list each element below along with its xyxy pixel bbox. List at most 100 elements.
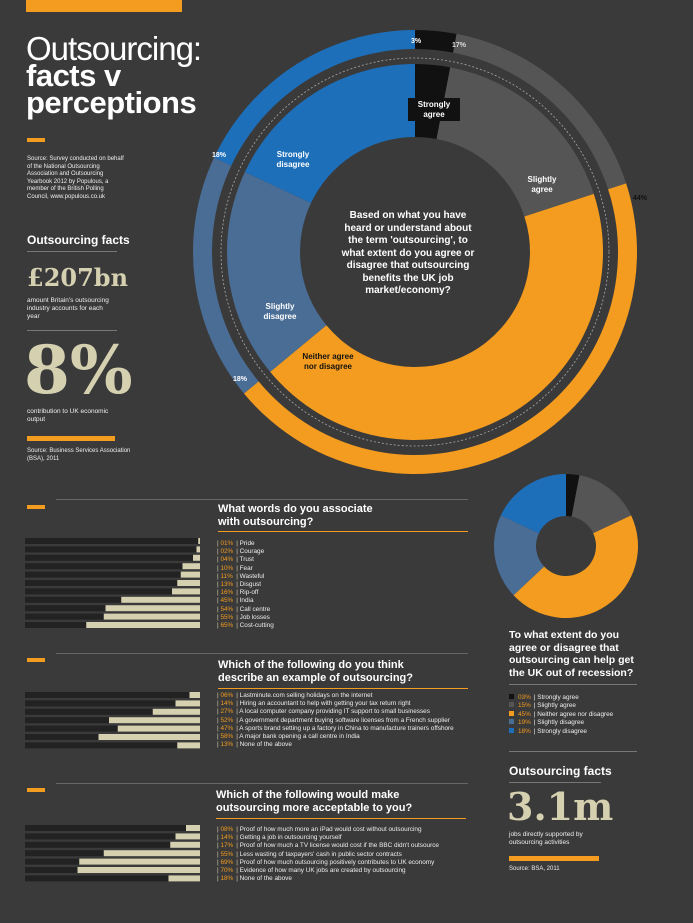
- legend-sep: |: [234, 700, 240, 708]
- legend-row: | 14% | Getting a job in outsourcing you…: [217, 834, 342, 842]
- inner-dashed-ring: [220, 57, 610, 447]
- legend-pct: 13%: [220, 741, 234, 749]
- legend-sep: |: [234, 867, 240, 874]
- legend-pct: 10%: [220, 564, 234, 572]
- legend-sep: |: [234, 708, 240, 716]
- page-title-line1: Outsourcing:: [26, 30, 202, 67]
- legend-sep: |: [234, 834, 240, 842]
- bar-track: [25, 554, 200, 561]
- legend-row: | 70% | Evidence of how many UK jobs are…: [217, 867, 406, 874]
- legend-row: | 06% | Lastminute.com selling holidays …: [217, 692, 373, 699]
- legend-label: Courage: [239, 548, 265, 556]
- stat-207bn-desc: amount Britain's outsourcing industry ac…: [27, 297, 109, 320]
- bar-track: [25, 725, 200, 732]
- legend-label: Trust: [239, 556, 254, 564]
- legend-pct: 70%: [220, 867, 234, 874]
- recession-donut-chart: [494, 474, 638, 618]
- legend-pct: 14%: [220, 700, 234, 708]
- legend-swatch: [509, 719, 514, 725]
- recession-slice-neither: [513, 515, 638, 618]
- bar-a-sports-brand-setting-up-a-fa: [117, 725, 200, 732]
- legend-pct: 19%: [518, 719, 531, 727]
- outer-pct-18-lower: 18%: [233, 376, 248, 383]
- legend-row: | 45% | India: [217, 597, 254, 605]
- legend-label: Lastminute.com selling holidays on the i…: [239, 692, 373, 699]
- divider: [27, 251, 117, 252]
- recession-slice-slightly-disagree: [494, 515, 545, 596]
- legend-pct: 55%: [220, 613, 234, 621]
- legend-sep: |: [234, 556, 240, 564]
- question-example-title: Which of the following do you think desc…: [218, 659, 413, 684]
- legend-sep: |: [234, 572, 240, 580]
- legend-label: A sports brand setting up a factory in C…: [239, 724, 454, 732]
- legend-pct: 45%: [518, 710, 531, 718]
- legend-pct: 52%: [220, 716, 234, 724]
- legend-label: Rip-off: [239, 589, 259, 597]
- legend-sep: |: [234, 564, 240, 572]
- legend-sep: |: [234, 589, 240, 597]
- recession-slice-strongly-agree: [566, 474, 580, 517]
- bar-india: [121, 596, 200, 603]
- legend-label: A government department buying software …: [239, 716, 450, 724]
- bar-proof-of-how-much-outsourcing-: [79, 858, 200, 865]
- divider: [509, 782, 601, 783]
- legend-pct: 14%: [220, 834, 234, 842]
- bar-track: [25, 708, 200, 715]
- legend-label: Proof of how much outsourcing positively…: [239, 858, 435, 866]
- label-slightly-agree: Slightly agree: [527, 175, 557, 194]
- bar-proof-of-how-much-more-an-ipad: [186, 825, 200, 831]
- acceptable-bar-chart: [25, 825, 200, 882]
- legend-row: | 14% | Hiring an accountant to help wit…: [217, 700, 411, 708]
- divider: [509, 684, 637, 685]
- legend-pct: 27%: [220, 708, 234, 716]
- recession-legend-row: 18% | Strongly disagree: [509, 727, 587, 736]
- legend-label: Pride: [239, 540, 255, 547]
- legend-pct: 54%: [220, 605, 234, 613]
- legend-pct: 13%: [220, 581, 234, 588]
- legend-row: | 17% | Proof of how much a TV license w…: [217, 842, 439, 850]
- legend-swatch: [509, 702, 514, 708]
- bar-pride: [198, 538, 200, 544]
- legend-row: | 69% | Proof of how much outsourcing po…: [217, 858, 435, 866]
- accent-dash: [27, 658, 45, 662]
- bar-a-local-computer-company-provi: [152, 708, 200, 715]
- label-neither: Neither agree nor disagree: [302, 352, 354, 371]
- outer-pct-18-blue: 18%: [212, 152, 227, 159]
- bar-getting-a-job-in-outsourcing-y: [175, 833, 200, 840]
- bar-track: [25, 596, 200, 603]
- accent-dash: [27, 138, 45, 142]
- bar-none-of-the-above: [168, 875, 200, 882]
- legend-row: | 01% | Pride: [217, 540, 255, 547]
- legend-label: Proof of how much a TV license would cos…: [239, 842, 439, 850]
- bar-track: [25, 571, 200, 578]
- legend-pct: 16%: [220, 589, 234, 597]
- recession-legend-row: 45% | Neither agree nor disagree: [509, 710, 613, 719]
- legend-label: | Slightly disagree: [532, 719, 585, 727]
- divider: [56, 499, 468, 500]
- legend-pct: 45%: [220, 597, 234, 605]
- bar-a-government-department-buying: [109, 717, 200, 724]
- source-bsa: Source: Business Services Association (B…: [27, 448, 131, 462]
- divider: [27, 330, 117, 331]
- legend-label: Getting a job in outsourcing yourself: [239, 834, 342, 842]
- outer-slice-strongly-disagree: [214, 30, 415, 166]
- legend-label: Hiring an accountant to help with gettin…: [239, 700, 411, 708]
- legend-label: | Strongly disagree: [532, 727, 587, 735]
- legend-row: | 52% | A government department buying s…: [217, 716, 450, 724]
- legend-row: | 54% | Call centre: [217, 605, 271, 613]
- bar-wasteful: [180, 571, 200, 578]
- legend-swatch: [509, 727, 514, 733]
- words-bar-chart: [25, 538, 200, 628]
- bar-track: [25, 875, 200, 882]
- legend-sep: |: [234, 842, 240, 850]
- legend-pct: 03%: [518, 694, 531, 701]
- facts-heading-right: Outsourcing facts: [509, 764, 612, 778]
- legend-pct: 02%: [220, 548, 234, 556]
- stat-207bn: £207bn: [27, 263, 129, 292]
- bar-track: [25, 580, 200, 586]
- legend-swatch: [509, 710, 514, 716]
- legend-pct: 18%: [220, 875, 234, 883]
- main-donut-question: Based on what you have heard or understa…: [341, 210, 475, 296]
- legend-row: | 55% | Job losses: [217, 613, 270, 621]
- outer-pct-3: 3%: [411, 38, 422, 45]
